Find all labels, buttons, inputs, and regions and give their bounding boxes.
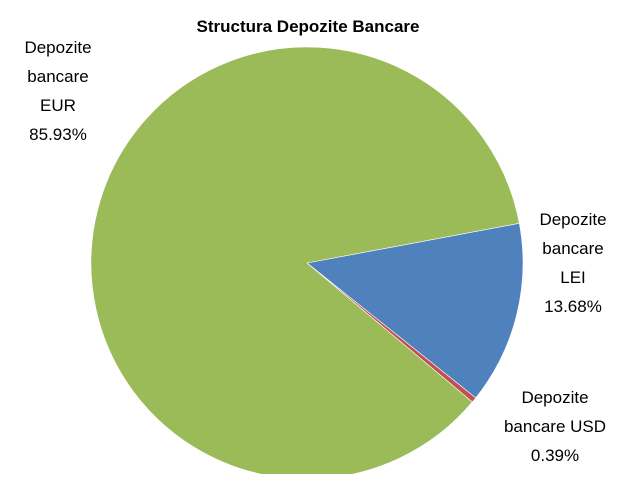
slice-label-2: Depozite bancare EUR 85.93% [24, 38, 91, 144]
slice-label-2-line-1: bancare [27, 67, 88, 86]
pie-slices [90, 46, 524, 479]
slice-label-0-line-0: Depozite [539, 210, 606, 229]
slice-label-2-line-2: EUR [40, 96, 76, 115]
slice-label-1-line-2: 0.39% [531, 446, 579, 465]
slice-label-1-line-0: Depozite [521, 388, 588, 407]
slice-label-2-line-3: 85.93% [29, 125, 87, 144]
chart-title: Structura Depozite Bancare [197, 17, 420, 36]
slice-label-0-line-1: bancare [542, 239, 603, 258]
slice-label-0-line-3: 13.68% [544, 297, 602, 316]
slice-labels: Depozite bancare LEI 13.68% Depozite bancare … [24, 38, 606, 465]
slice-label-1-line-1: bancare USD [504, 417, 606, 436]
slice-label-0: Depozite bancare LEI 13.68% [539, 210, 606, 316]
slice-label-0-line-2: LEI [560, 268, 586, 287]
slice-label-1: Depozite bancare USD 0.39% [504, 388, 606, 465]
pie-slice-0 [306, 222, 524, 399]
slice-label-2-line-0: Depozite [24, 38, 91, 57]
